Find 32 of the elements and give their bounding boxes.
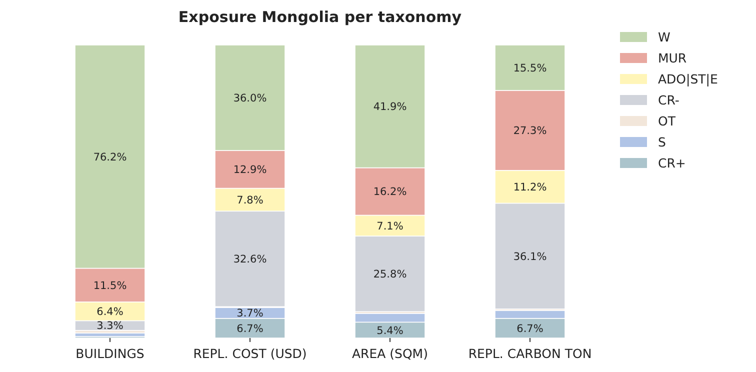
legend-label: MUR [658,50,687,66]
data-label: 16.2% [373,186,407,198]
x-tick-label: BUILDINGS [76,346,144,361]
data-label: 6.4% [96,306,124,318]
legend-label: CR- [658,92,680,108]
x-tick-label: AREA (SQM) [352,346,428,361]
legend-label: ADO|ST|E [658,71,718,86]
data-label: 11.5% [93,280,127,292]
data-label: 7.1% [376,220,404,232]
data-label: 15.5% [513,62,547,74]
data-label: 3.3% [96,320,124,332]
legend-label: W [658,29,670,44]
legend-label: S [658,134,666,150]
data-label: 25.8% [373,268,407,281]
data-label: 6.7% [516,322,544,335]
data-label: 32.6% [233,254,267,266]
data-label: 76.2% [93,151,127,164]
chart-title: Exposure Mongolia per taxonomy [178,8,462,26]
data-label: 36.1% [513,250,547,263]
legend-label: CR+ [658,155,686,170]
data-label: 7.8% [236,194,264,206]
data-label: 3.7% [236,308,264,320]
x-tick-label: REPL. CARBON TON [468,346,592,361]
data-label: 41.9% [373,101,407,114]
data-label: 5.4% [376,324,404,337]
data-label: 27.3% [513,125,547,138]
data-label: 11.2% [513,181,547,194]
data-label: 12.9% [233,164,267,176]
data-label: 36.0% [233,92,267,104]
x-tick-label: REPL. COST (USD) [193,346,307,361]
legend-label: OT [658,113,676,128]
data-label: 6.7% [236,322,264,335]
